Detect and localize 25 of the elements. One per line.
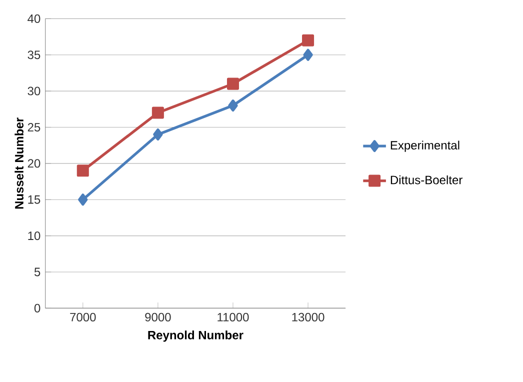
y-tick-label: 25 bbox=[28, 123, 40, 132]
point bbox=[228, 100, 238, 112]
y-tick-label: 0 bbox=[34, 304, 40, 313]
y-tick-label: 40 bbox=[28, 14, 40, 24]
y-tick-label: 15 bbox=[28, 196, 40, 204]
point bbox=[302, 34, 314, 47]
y-tick-label: 10 bbox=[28, 232, 40, 240]
point bbox=[153, 128, 163, 141]
y-tick-label: 30 bbox=[28, 87, 40, 96]
x-tick-label: 9000 bbox=[145, 313, 171, 322]
point bbox=[78, 194, 88, 206]
x-tick-label: 7000 bbox=[70, 313, 96, 322]
y-tick-label: 5 bbox=[34, 268, 40, 276]
point bbox=[152, 106, 164, 119]
y-axis-title: Nusselt Number bbox=[14, 118, 24, 209]
legend-label: Experimental bbox=[390, 140, 460, 152]
point bbox=[76, 164, 89, 177]
legend-label: Dittus-Boelter bbox=[390, 176, 462, 184]
point bbox=[226, 78, 239, 90]
x-axis-title: Reynold Number bbox=[148, 330, 244, 342]
x-tick-label: 11000 bbox=[218, 313, 249, 322]
y-tick-label: 20 bbox=[28, 159, 40, 168]
y-tick-label: 35 bbox=[28, 50, 40, 60]
x-tick-label: 13000 bbox=[292, 313, 324, 322]
point bbox=[303, 49, 313, 62]
